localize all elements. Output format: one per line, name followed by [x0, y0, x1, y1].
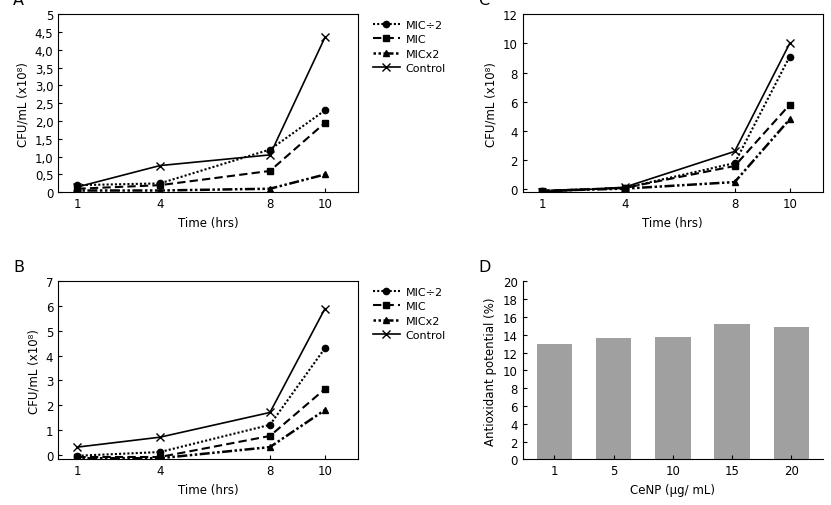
Y-axis label: CFU/mL (x10⁸): CFU/mL (x10⁸) [16, 62, 29, 146]
Y-axis label: Antioxidant potential (%): Antioxidant potential (%) [484, 296, 498, 445]
Bar [655, 338, 691, 460]
Y-axis label: CFU/mL (x10⁸): CFU/mL (x10⁸) [484, 62, 498, 146]
X-axis label: Time (hrs): Time (hrs) [178, 483, 238, 496]
Bar [596, 339, 632, 460]
Bar [715, 324, 750, 460]
Bar [537, 344, 572, 460]
Legend: MIC÷2, MIC, MICx2, Control: MIC÷2, MIC, MICx2, Control [372, 21, 446, 74]
Text: B: B [13, 260, 24, 275]
X-axis label: CeNP (µg/ mL): CeNP (µg/ mL) [630, 483, 715, 496]
Text: D: D [478, 260, 490, 275]
Text: C: C [478, 0, 489, 8]
X-axis label: Time (hrs): Time (hrs) [178, 216, 238, 229]
Bar [774, 327, 809, 460]
X-axis label: Time (hrs): Time (hrs) [642, 216, 703, 229]
Legend: MIC÷2, MIC, MICx2, Control: MIC÷2, MIC, MICx2, Control [372, 287, 446, 340]
Y-axis label: CFU/mL (x10⁸): CFU/mL (x10⁸) [27, 328, 40, 413]
Text: A: A [13, 0, 24, 8]
